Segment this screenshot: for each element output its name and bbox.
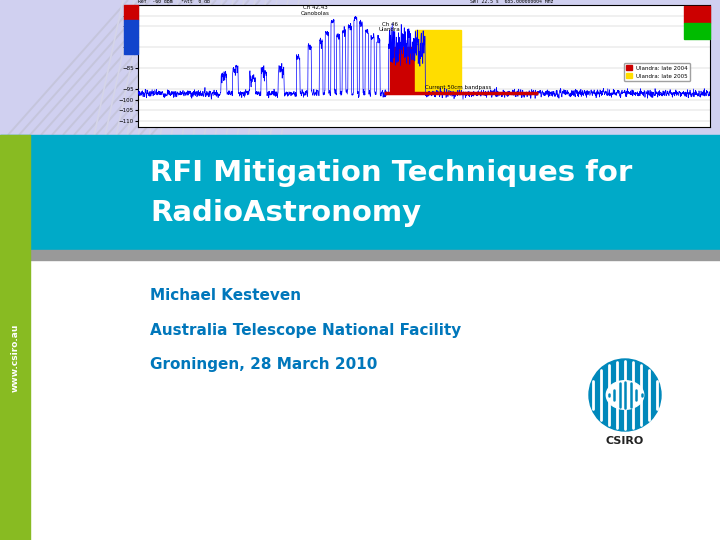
- Text: Michael Kesteven: Michael Kesteven: [150, 287, 301, 302]
- Bar: [390, 47, 415, 93]
- Bar: [0, 135, 720, 250]
- Legend: Ulandra: late 2004, Ulandra: late 2005: Ulandra: late 2004, Ulandra: late 2005: [624, 63, 690, 81]
- Text: Ref  -60 dBm   *Att  0 dB: Ref -60 dBm *Att 0 dB: [138, 0, 210, 4]
- Text: Australia Telescope National Facility: Australia Telescope National Facility: [150, 322, 462, 338]
- Bar: [124, 5, 138, 19]
- Text: RadioAstronomy: RadioAstronomy: [150, 199, 421, 227]
- Bar: [684, 23, 710, 39]
- Bar: [0, 135, 30, 540]
- Text: Groningen, 28 March 2010: Groningen, 28 March 2010: [150, 357, 377, 373]
- Bar: [124, 37, 138, 54]
- Text: *RBW 30 kHz   Marker 1 [T1 ]
*VBW 300 Hz      -91.71 dBm
SWT 22.5 s  685.0000000: *RBW 30 kHz Marker 1 [T1 ] *VBW 300 Hz -…: [469, 0, 553, 4]
- Text: Ch 42,43
Canobolas: Ch 42,43 Canobolas: [301, 5, 330, 16]
- Text: Current 50cm bandpass: Current 50cm bandpass: [426, 85, 492, 90]
- Text: Ch 46
Ulandra: Ch 46 Ulandra: [379, 22, 400, 32]
- Text: RFI Mitigation Techniques for: RFI Mitigation Techniques for: [150, 159, 632, 187]
- Text: www.csiro.au: www.csiro.au: [11, 323, 19, 392]
- Circle shape: [589, 359, 661, 431]
- Bar: [138, 5, 710, 127]
- Bar: [0, 260, 720, 540]
- Bar: [415, 30, 462, 93]
- Bar: [0, 250, 720, 260]
- Polygon shape: [606, 381, 644, 409]
- Bar: [684, 6, 710, 23]
- Bar: [0, 0, 720, 135]
- Bar: [130, 0, 720, 135]
- Text: CSIRO: CSIRO: [606, 436, 644, 446]
- Bar: [124, 19, 138, 37]
